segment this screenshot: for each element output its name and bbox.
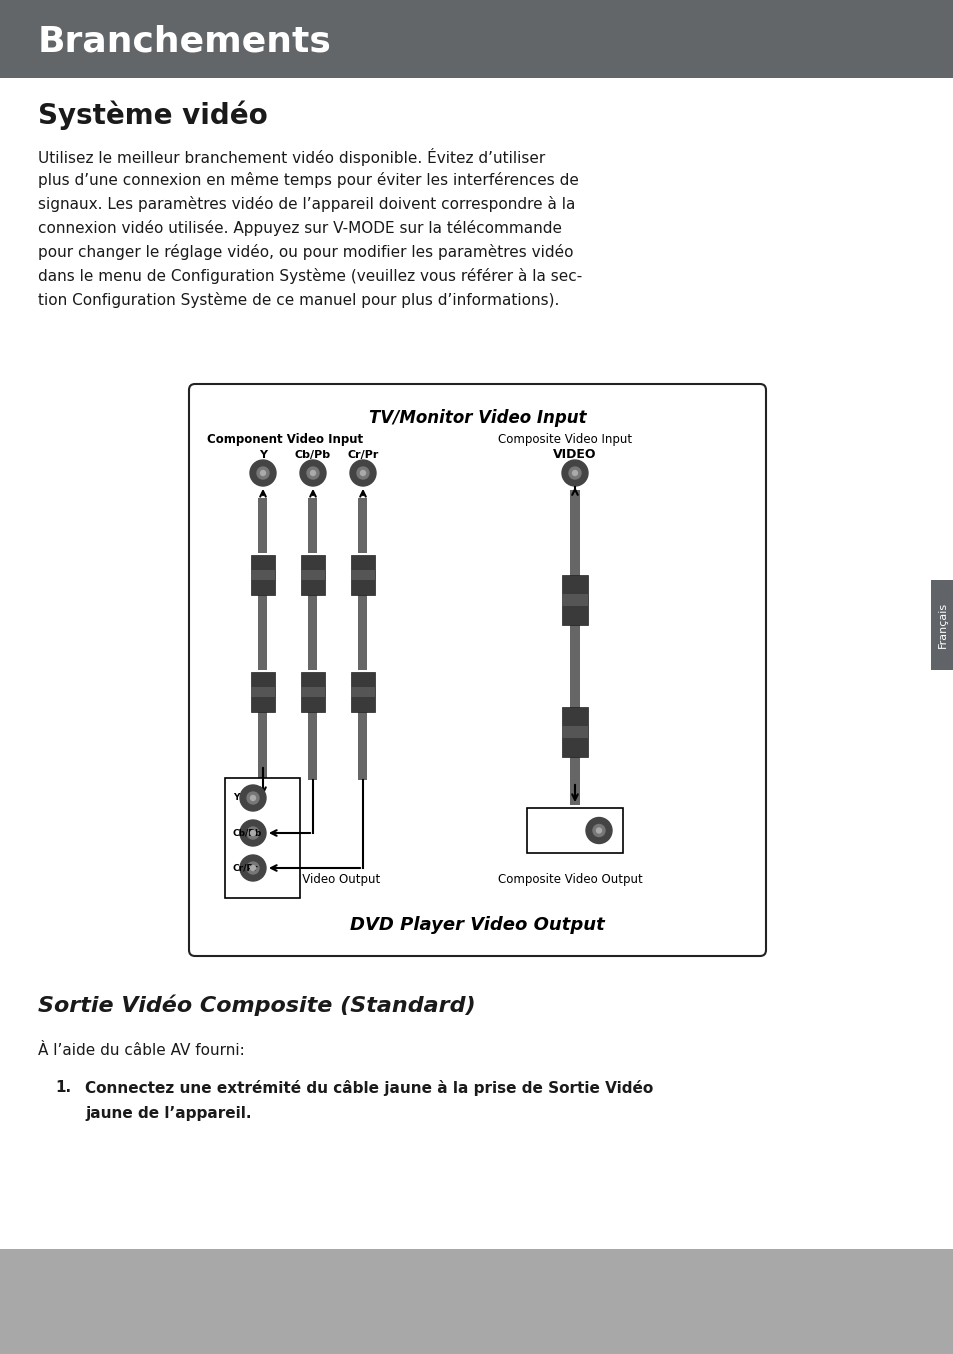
Text: signaux. Les paramètres vidéo de l’appareil doivent correspondre à la: signaux. Les paramètres vidéo de l’appar… (38, 196, 575, 213)
Bar (0, 0, 953, 79)
Text: Y: Y (233, 793, 239, 803)
Bar (526, 808, 622, 853)
Circle shape (260, 470, 265, 475)
Text: DVD Player Video Output: DVD Player Video Output (350, 917, 604, 934)
Circle shape (250, 460, 275, 486)
Bar (569, 626, 579, 709)
Text: Cb/Pb: Cb/Pb (294, 450, 331, 460)
Circle shape (356, 467, 369, 479)
Bar (301, 555, 325, 594)
Bar (358, 498, 367, 552)
Bar (561, 726, 587, 738)
Text: tion Configuration Système de ce manuel pour plus d’informations).: tion Configuration Système de ce manuel … (38, 292, 558, 307)
FancyBboxPatch shape (189, 385, 765, 956)
Text: connexion vidéo utilisée. Appuyez sur V-MODE sur la télécommande: connexion vidéo utilisée. Appuyez sur V-… (38, 219, 561, 236)
Circle shape (310, 470, 315, 475)
Circle shape (251, 865, 255, 871)
Text: Composite Video Input: Composite Video Input (497, 433, 632, 447)
Bar (561, 575, 587, 626)
Bar (358, 594, 367, 670)
Text: dans le menu de Configuration Système (veuillez vous référer à la sec-: dans le menu de Configuration Système (v… (38, 268, 581, 284)
Text: Branchements: Branchements (38, 24, 332, 58)
Text: Cr/Pr: Cr/Pr (233, 864, 258, 872)
Bar (358, 712, 367, 780)
Circle shape (585, 818, 612, 844)
Bar (561, 594, 587, 607)
Bar (225, 779, 299, 898)
Circle shape (251, 830, 255, 835)
Circle shape (307, 467, 318, 479)
Text: Cb/Pb: Cb/Pb (233, 829, 262, 838)
Bar (308, 712, 317, 780)
Bar (251, 686, 274, 697)
Bar (351, 570, 375, 580)
Circle shape (596, 829, 601, 833)
Text: 1.: 1. (55, 1080, 71, 1095)
Circle shape (240, 854, 266, 881)
Circle shape (299, 460, 326, 486)
Text: plus d’une connexion en même temps pour éviter les interférences de: plus d’une connexion en même temps pour … (38, 172, 578, 188)
Text: Composite Video Output: Composite Video Output (497, 873, 641, 887)
Bar (561, 707, 587, 757)
Bar (251, 555, 274, 594)
Text: Sortie Vidéo Composite (Standard): Sortie Vidéo Composite (Standard) (38, 995, 476, 1017)
Bar (351, 686, 375, 697)
Bar (301, 686, 325, 697)
Bar (308, 594, 317, 670)
Text: Système vidéo: Système vidéo (38, 100, 268, 130)
Bar (258, 594, 267, 670)
Bar (0, 1248, 953, 1354)
Text: jaune de l’appareil.: jaune de l’appareil. (85, 1106, 252, 1121)
Bar (301, 570, 325, 580)
Text: Français: Français (937, 603, 946, 649)
Bar (301, 672, 325, 712)
Circle shape (240, 821, 266, 846)
Text: Cr/Pr: Cr/Pr (347, 450, 378, 460)
Bar (251, 672, 274, 712)
Bar (308, 498, 317, 552)
Text: Utilisez le meilleur branchement vidéo disponible. Évitez d’utiliser: Utilisez le meilleur branchement vidéo d… (38, 148, 545, 167)
Text: pour changer le réglage vidéo, ou pour modifier les paramètres vidéo: pour changer le réglage vidéo, ou pour m… (38, 244, 573, 260)
Circle shape (593, 825, 604, 837)
Circle shape (247, 862, 258, 873)
Circle shape (360, 470, 365, 475)
Bar (569, 757, 579, 806)
Bar (930, 580, 953, 670)
Circle shape (350, 460, 375, 486)
Text: Component Video Output: Component Video Output (230, 873, 379, 887)
Bar (351, 672, 375, 712)
Bar (569, 490, 579, 580)
Circle shape (247, 792, 258, 804)
Bar (351, 555, 375, 594)
Bar (258, 712, 267, 780)
Text: À l’aide du câble AV fourni:: À l’aide du câble AV fourni: (38, 1043, 245, 1057)
Circle shape (561, 460, 587, 486)
Circle shape (256, 467, 269, 479)
Bar (258, 498, 267, 552)
Circle shape (240, 785, 266, 811)
Text: TV/Monitor Video Input: TV/Monitor Video Input (368, 409, 586, 427)
Bar (251, 570, 274, 580)
Circle shape (572, 470, 577, 475)
Text: Connectez une extrémité du câble jaune à la prise de Sortie Vidéo: Connectez une extrémité du câble jaune à… (85, 1080, 653, 1095)
Circle shape (568, 467, 580, 479)
Circle shape (251, 796, 255, 800)
Text: Component Video Input: Component Video Input (207, 433, 363, 447)
Circle shape (247, 827, 258, 839)
Text: Y: Y (258, 450, 267, 460)
Text: VIDEO: VIDEO (544, 826, 573, 835)
Text: VIDEO: VIDEO (553, 448, 597, 462)
